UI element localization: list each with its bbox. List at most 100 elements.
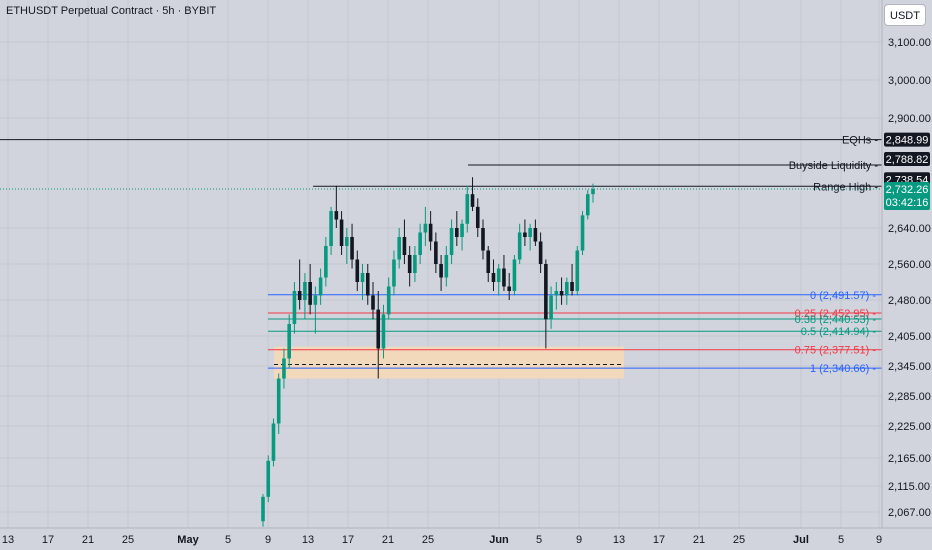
level-label: EQHs - [842, 135, 878, 147]
candle-body [496, 268, 501, 282]
candle-body [371, 295, 375, 310]
candle-body [386, 286, 391, 315]
candle-body [313, 295, 318, 305]
candle-body [475, 206, 480, 228]
candle-body [397, 237, 401, 260]
candle-body [376, 309, 381, 349]
candle-body [585, 194, 590, 216]
price-axis[interactable]: 3,100.00 3,000.00 2,900.00 2,640.00 2,560.00… [888, 37, 931, 519]
time-tick-label: 25 [122, 534, 134, 546]
price-tag-buyside: 2,788.82 [886, 154, 929, 166]
candle-body [297, 291, 302, 300]
time-tick-label: 5 [838, 534, 844, 546]
candle-body [470, 194, 475, 207]
candle-body [549, 295, 553, 320]
candle-body [554, 291, 559, 296]
price-tick-label: 2,640.00 [888, 223, 931, 235]
chart-title: ETHUSDT Perpetual Contract · 5h · BYBIT [6, 5, 217, 17]
price-tick-label: 3,000.00 [888, 75, 931, 87]
time-tick-label: May [177, 534, 199, 546]
candle-body [282, 358, 286, 379]
candle-body [350, 237, 354, 260]
candle-body [533, 228, 538, 242]
candle-body [276, 378, 281, 424]
candle-body [318, 277, 323, 296]
fib-retracement[interactable]: 0 (2,491.57) - 0.25 (2,452.95) -0.38 (2,4… [268, 290, 882, 375]
candle-body [428, 223, 433, 242]
candle-body [455, 228, 459, 237]
price-tick-label: 2,115.00 [888, 481, 930, 493]
time-tick-label: 5 [536, 534, 542, 546]
candle-body [580, 215, 585, 251]
candle-body [355, 259, 360, 282]
candle-body [465, 194, 470, 224]
candle-body [339, 219, 344, 246]
candle-body [528, 228, 532, 237]
candle-body [392, 259, 396, 287]
fib-label: 0.38 (2,440.53) - [795, 314, 877, 326]
time-tick-label: 25 [422, 534, 434, 546]
candle-body [381, 314, 386, 349]
candle-body [507, 286, 511, 291]
candle-body [444, 255, 449, 278]
candle-body [570, 282, 574, 291]
candle-body [308, 282, 312, 305]
candlesticks [261, 177, 595, 527]
candle-body [559, 291, 564, 296]
candle-body [460, 223, 464, 237]
candle-body [365, 273, 370, 296]
level-label: Range High - [813, 181, 878, 193]
candle-body [523, 232, 527, 237]
price-tick-label: 2,560.00 [888, 259, 931, 271]
time-tick-label: 17 [653, 534, 665, 546]
level-label: Buyside Liquidity - [789, 160, 879, 172]
candle-body [407, 255, 412, 273]
last-price-label: 2,732.26 [886, 184, 929, 196]
time-tick-label: 21 [382, 534, 394, 546]
candle-body [334, 211, 339, 220]
candle-body [434, 241, 438, 264]
price-tag-eqhs: 2,848.99 [886, 135, 929, 147]
currency-button[interactable]: USDT [884, 4, 926, 26]
candle-body [266, 460, 271, 497]
candle-body [423, 223, 428, 233]
bar-countdown-label: 03:42:16 [886, 197, 929, 209]
price-tag-eqhs-bg [884, 132, 930, 147]
fib-label: 0.25 (2,452.95) - [795, 308, 877, 320]
time-tick-label: 25 [733, 534, 745, 546]
demand-zone [274, 346, 624, 379]
price-tick-label: 2,165.00 [888, 453, 931, 465]
candle-body [418, 232, 422, 255]
time-tick-label: 9 [876, 534, 882, 546]
price-tick-label: 2,900.00 [888, 113, 931, 125]
candle-body [261, 496, 265, 522]
candle-body [292, 291, 297, 324]
last-price-tag-bg [884, 181, 930, 210]
liquidity-levels[interactable]: EQHs - Buyside Liquidity - Range High - [0, 135, 882, 194]
fib-label: 0.5 (2,414.94) - [801, 326, 877, 338]
time-tick-label: 21 [693, 534, 705, 546]
price-tick-label: 2,285.00 [888, 391, 931, 403]
candle-body [591, 189, 595, 195]
price-tick-label: 2,067.00 [888, 507, 931, 519]
candle-body [491, 273, 496, 282]
candle-body [287, 324, 291, 359]
time-axis[interactable]: 13 17 21 25 May 5 9 13 17 21 25 Jun 5 9 13 17 21 25 Jul 5 9 [2, 534, 882, 546]
time-tick-label: 9 [265, 534, 271, 546]
price-tick-label: 2,480.00 [888, 295, 931, 307]
price-tick-label: 2,225.00 [888, 421, 931, 433]
time-tick-label: 13 [2, 534, 14, 546]
fib-label: 1 (2,340.66) - [810, 363, 876, 375]
time-tick-label: 5 [225, 534, 231, 546]
candle-body [329, 211, 333, 246]
time-tick-label: 13 [302, 534, 314, 546]
time-tick-label: 17 [42, 534, 54, 546]
candle-body [449, 228, 454, 255]
time-tick-label: 17 [342, 534, 354, 546]
zone-box [274, 346, 624, 379]
time-tick-label: 13 [613, 534, 625, 546]
candle-body [538, 241, 543, 264]
